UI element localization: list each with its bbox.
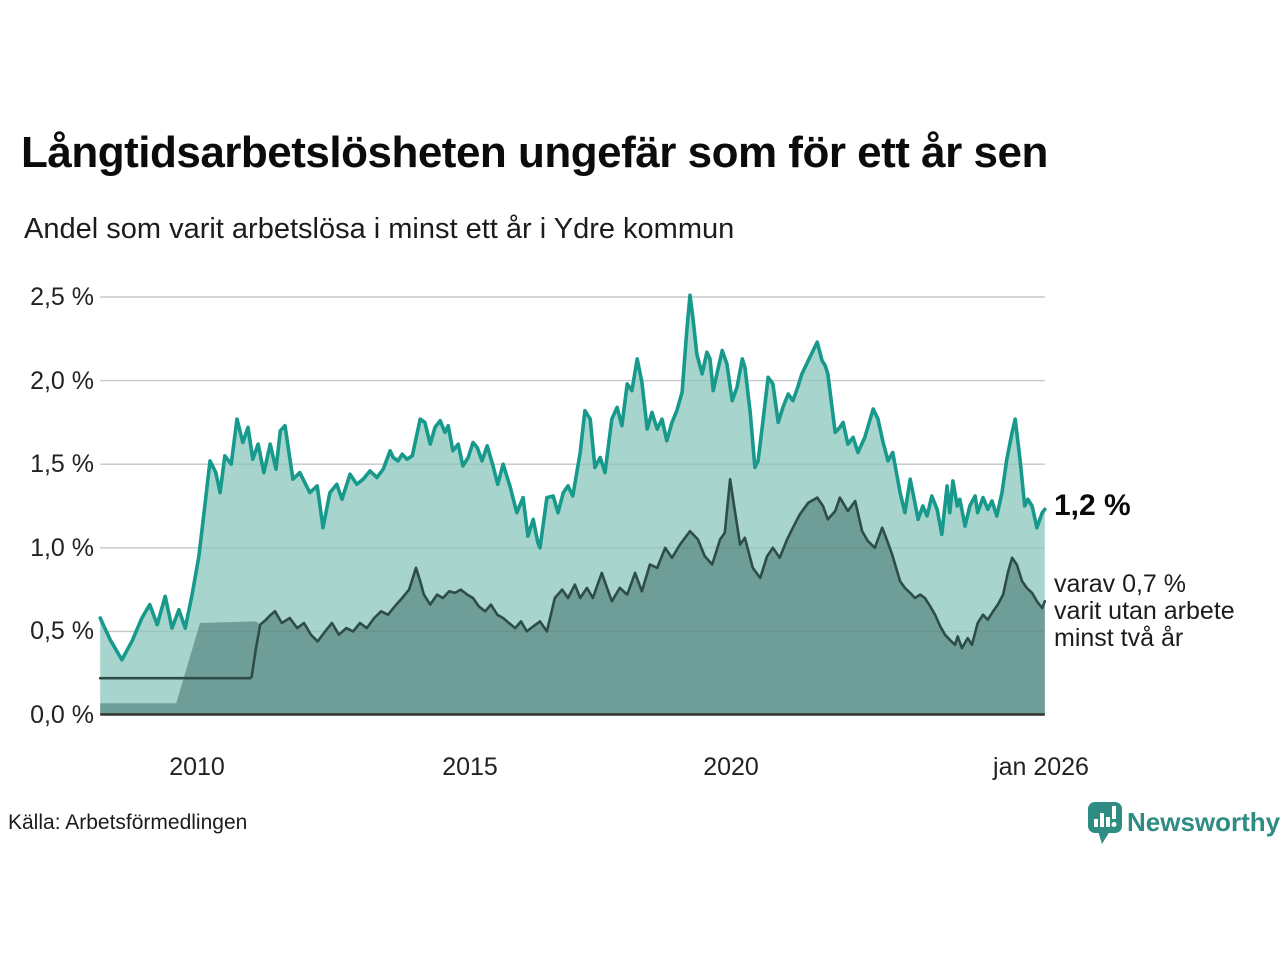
page-title: Långtidsarbetslösheten ungefär som för e…	[21, 128, 1048, 177]
secondary-annotation-line: varit utan arbete	[1054, 597, 1235, 625]
y-tick-label: 2,5 %	[30, 283, 94, 311]
page-subtitle: Andel som varit arbetslösa i minst ett å…	[24, 213, 735, 245]
secondary-annotation-line: minst två år	[1054, 624, 1184, 652]
newsworthy-logo	[1087, 801, 1127, 847]
x-tick-label: 2015	[442, 753, 498, 781]
y-tick-label: 0,5 %	[30, 617, 94, 645]
x-tick-label: 2020	[703, 753, 759, 781]
secondary-annotation-line: varav 0,7 %	[1054, 570, 1187, 598]
x-tick-label: 2010	[169, 753, 225, 781]
source-credit: Källa: Arbetsförmedlingen	[8, 811, 248, 834]
logo-exclamation-icon	[1112, 806, 1116, 819]
brand-name: Newsworthy	[1127, 807, 1280, 837]
y-tick-label: 1,5 %	[30, 450, 94, 478]
logo-bar-icon	[1100, 813, 1104, 827]
y-tick-label: 2,0 %	[30, 367, 94, 395]
y-tick-label: 0,0 %	[30, 701, 94, 729]
logo-bar-icon	[1094, 819, 1098, 827]
logo-exclamation-dot-icon	[1111, 822, 1117, 827]
latest-value-label: 1,2 %	[1054, 489, 1131, 523]
newsworthy-logo-icon	[1088, 802, 1122, 844]
logo-bar-icon	[1106, 817, 1110, 827]
y-tick-label: 1,0 %	[30, 534, 94, 562]
x-tick-label: jan 2026	[993, 753, 1089, 781]
